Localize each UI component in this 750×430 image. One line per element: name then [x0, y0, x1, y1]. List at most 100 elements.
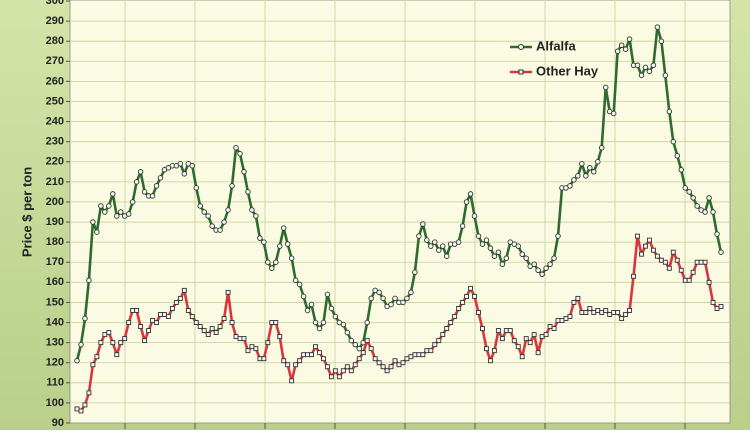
- point: [332, 368, 338, 374]
- point: [444, 326, 450, 332]
- point: [412, 352, 418, 358]
- point: [567, 183, 573, 189]
- point: [257, 235, 263, 241]
- point: [714, 231, 720, 237]
- point: [320, 319, 327, 326]
- y-tick-label: 270: [46, 55, 64, 67]
- point: [126, 320, 132, 325]
- point: [702, 209, 708, 215]
- point: [495, 249, 502, 255]
- point: [420, 221, 426, 227]
- point: [237, 150, 243, 157]
- point: [440, 332, 446, 338]
- point: [650, 247, 656, 253]
- point: [678, 267, 684, 273]
- point: [74, 406, 80, 412]
- point: [229, 183, 235, 189]
- point: [710, 209, 716, 215]
- point: [686, 189, 692, 195]
- point: [690, 195, 696, 201]
- point: [245, 348, 251, 354]
- point: [86, 390, 92, 396]
- y-tick-label: 280: [46, 35, 64, 47]
- point: [293, 362, 299, 368]
- point: [181, 171, 188, 177]
- point: [149, 193, 156, 199]
- point: [169, 306, 175, 311]
- point: [439, 243, 446, 249]
- point: [484, 346, 489, 352]
- point: [471, 213, 478, 219]
- point: [642, 64, 649, 71]
- point: [281, 358, 287, 364]
- point: [619, 316, 625, 321]
- point: [317, 350, 322, 356]
- point: [384, 368, 390, 374]
- point: [237, 336, 243, 342]
- point: [173, 299, 179, 305]
- point: [229, 320, 235, 325]
- point: [575, 173, 581, 179]
- point: [646, 237, 652, 243]
- point: [487, 245, 494, 251]
- point: [154, 320, 159, 325]
- point: [94, 354, 100, 360]
- point: [249, 207, 255, 213]
- point: [531, 332, 537, 338]
- point: [400, 360, 406, 366]
- point: [189, 314, 195, 319]
- y-tick-label: 200: [46, 196, 64, 208]
- point: [340, 368, 346, 374]
- point: [595, 159, 601, 165]
- point: [400, 299, 406, 306]
- point: [455, 239, 462, 245]
- point: [110, 340, 116, 346]
- point: [523, 336, 529, 342]
- point: [408, 354, 414, 360]
- point: [547, 261, 553, 267]
- point: [360, 350, 366, 356]
- point: [607, 312, 613, 317]
- point: [650, 62, 657, 69]
- point: [714, 306, 720, 311]
- point: [479, 241, 486, 247]
- point: [309, 352, 314, 358]
- point: [201, 328, 207, 334]
- point: [305, 352, 311, 358]
- point: [662, 72, 669, 79]
- y-tick-label: 160: [46, 276, 64, 288]
- y-tick-label: 120: [46, 357, 64, 369]
- y-tick-label: 300: [46, 0, 64, 7]
- y-axis-label: Price $ per ton: [19, 167, 34, 257]
- point: [416, 352, 422, 358]
- point: [515, 344, 521, 350]
- point: [106, 203, 112, 209]
- point: [491, 348, 497, 354]
- point: [603, 308, 609, 313]
- point: [348, 337, 355, 344]
- point: [468, 285, 474, 291]
- point: [587, 306, 593, 311]
- point: [205, 332, 211, 338]
- point: [432, 239, 438, 245]
- point: [276, 243, 283, 249]
- point: [376, 360, 382, 366]
- y-tick-label: 130: [46, 337, 64, 349]
- plot-area: [69, 0, 731, 424]
- point: [463, 199, 470, 205]
- point: [94, 229, 100, 235]
- point: [165, 314, 171, 319]
- point: [678, 167, 684, 173]
- point: [253, 213, 259, 219]
- point: [503, 328, 509, 334]
- point: [666, 265, 672, 271]
- point: [483, 237, 490, 243]
- point: [392, 295, 398, 302]
- point: [547, 324, 553, 329]
- point: [448, 320, 454, 325]
- point: [559, 318, 565, 323]
- point: [110, 191, 116, 197]
- point: [289, 378, 295, 384]
- point: [142, 338, 148, 344]
- point: [158, 312, 163, 317]
